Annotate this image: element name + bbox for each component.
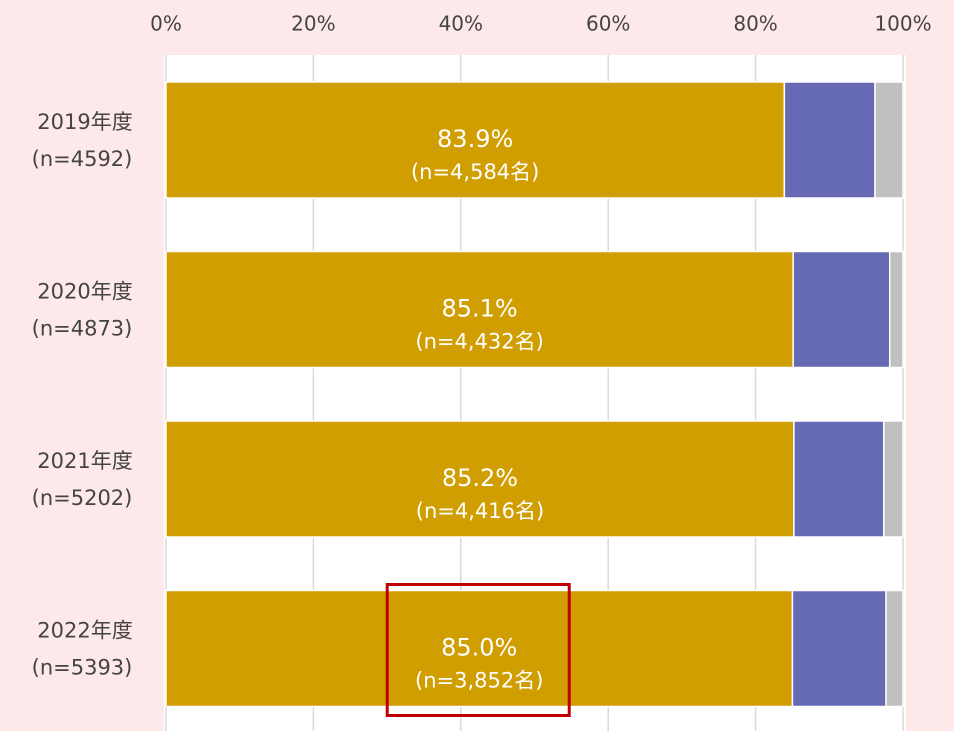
bar-segment	[165, 250, 794, 369]
category-label: 2022年度	[37, 619, 132, 643]
count-label: (n=4,416名)	[416, 499, 544, 523]
category-count: (n=5393)	[32, 656, 133, 680]
value-label: 85.2%	[442, 464, 518, 492]
x-tick-label: 100%	[874, 12, 931, 36]
bar-segment	[783, 81, 876, 199]
bar-segment	[888, 250, 904, 369]
bar-segment	[883, 420, 904, 538]
category-count: (n=4873)	[32, 317, 133, 341]
x-tick-label: 60%	[586, 12, 630, 36]
value-label: 83.9%	[437, 125, 513, 153]
highlight-box	[385, 583, 571, 717]
bar-segment	[165, 589, 794, 708]
bar-segment	[885, 589, 904, 708]
x-tick-label: 20%	[291, 12, 335, 36]
x-tick-label: 40%	[439, 12, 483, 36]
bar-segment	[165, 420, 795, 538]
category-count: (n=4592)	[32, 147, 133, 171]
bar-segment	[791, 589, 887, 708]
category-count: (n=5202)	[32, 486, 133, 510]
category-label: 2020年度	[37, 280, 132, 304]
count-label: (n=3,852名)	[415, 669, 543, 693]
bar-segment	[874, 81, 904, 199]
count-label: (n=4,432名)	[415, 330, 543, 354]
bar-segment	[792, 250, 891, 369]
value-label: 85.0%	[441, 634, 517, 662]
category-label: 2019年度	[37, 110, 132, 134]
x-tick-label: 0%	[150, 12, 182, 36]
count-label: (n=4,584名)	[411, 160, 539, 184]
bar-segment	[793, 420, 885, 538]
value-label: 85.1%	[441, 295, 517, 323]
x-tick-label: 80%	[733, 12, 777, 36]
category-label: 2021年度	[37, 449, 132, 473]
